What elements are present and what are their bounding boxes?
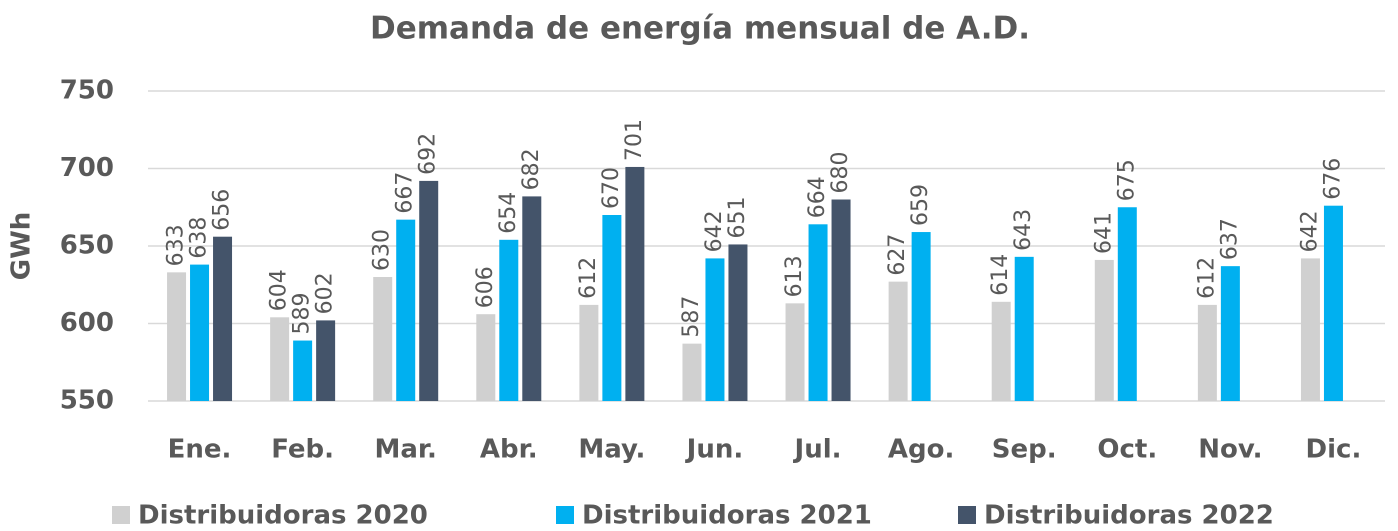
x-tick-label: Sep. [992, 435, 1057, 465]
bar [373, 277, 393, 401]
data-label: 630 [370, 229, 395, 271]
bar [522, 196, 542, 401]
legend-label: Distribuidoras 2020 [138, 501, 428, 531]
bar [705, 258, 725, 401]
legend-label: Distribuidoras 2022 [984, 501, 1274, 531]
bar [396, 219, 416, 401]
data-label: 659 [908, 184, 933, 226]
data-label: 642 [702, 210, 727, 252]
bar [625, 166, 645, 401]
y-tick-label: 550 [60, 386, 114, 416]
data-label: 587 [679, 296, 704, 338]
data-label: 641 [1091, 212, 1116, 254]
x-tick-label: Jun. [685, 435, 744, 465]
bar [1323, 205, 1343, 401]
x-tick-label: May. [578, 435, 645, 465]
bar [476, 314, 496, 401]
data-label: 682 [519, 148, 544, 190]
data-label: 701 [622, 119, 647, 161]
y-tick-label: 600 [60, 308, 114, 338]
data-label: 612 [1194, 257, 1219, 299]
data-label: 656 [210, 189, 235, 231]
data-label: 614 [988, 254, 1013, 296]
y-axis-label: GWh [7, 212, 37, 281]
data-label: 602 [313, 272, 338, 314]
bar [499, 239, 519, 401]
bar [682, 343, 702, 401]
data-label: 654 [496, 192, 521, 234]
bar [1094, 259, 1114, 401]
bar [911, 232, 931, 401]
x-tick-label: Jul. [793, 435, 842, 465]
data-label: 651 [725, 196, 750, 238]
data-label: 692 [416, 133, 441, 175]
y-tick-label: 650 [60, 231, 114, 261]
y-tick-label: 700 [60, 153, 114, 183]
data-label: 667 [393, 172, 418, 214]
data-label: 613 [782, 255, 807, 297]
legend-swatch [958, 506, 976, 524]
legend-label: Distribuidoras 2021 [582, 501, 872, 531]
bar [808, 224, 828, 401]
bar [213, 236, 233, 401]
bar [419, 180, 439, 401]
bar [785, 303, 805, 401]
x-tick-label: Dic. [1306, 435, 1362, 465]
data-label: 627 [885, 234, 910, 276]
data-label: 612 [576, 257, 601, 299]
bar [316, 320, 336, 401]
legend-swatch [112, 506, 130, 524]
bar [991, 301, 1011, 401]
data-label: 643 [1011, 209, 1036, 251]
x-tick-label: Feb. [271, 435, 334, 465]
bar [831, 199, 851, 401]
chart-title: Demanda de energía mensual de A.D. [370, 11, 1030, 47]
bar [167, 272, 187, 401]
bar [1014, 256, 1034, 401]
bar [1117, 207, 1137, 401]
data-label: 589 [290, 293, 315, 335]
bar [888, 281, 908, 401]
bar [293, 340, 313, 401]
bar [602, 215, 622, 401]
x-tick-label: Ene. [168, 435, 232, 465]
data-label: 633 [164, 224, 189, 266]
bar [270, 317, 290, 401]
data-label: 642 [1297, 210, 1322, 252]
bar [728, 244, 748, 401]
bar [1197, 304, 1217, 401]
y-tick-label: 750 [60, 76, 114, 106]
data-label: 664 [805, 176, 830, 218]
x-tick-label: Abr. [480, 435, 538, 465]
data-label: 638 [187, 217, 212, 259]
x-tick-label: Nov. [1198, 435, 1262, 465]
data-label: 680 [828, 152, 853, 194]
data-label: 676 [1320, 158, 1345, 200]
data-label: 606 [473, 266, 498, 308]
bar [1300, 258, 1320, 401]
data-label: 675 [1114, 159, 1139, 201]
x-tick-label: Oct. [1097, 435, 1157, 465]
data-label: 637 [1217, 218, 1242, 260]
data-label: 604 [267, 269, 292, 311]
legend-swatch [556, 506, 574, 524]
x-tick-label: Ago. [888, 435, 954, 465]
bar [190, 264, 210, 401]
bar [1220, 266, 1240, 401]
bar [579, 304, 599, 401]
x-tick-label: Mar. [374, 435, 436, 465]
data-label: 670 [599, 167, 624, 209]
